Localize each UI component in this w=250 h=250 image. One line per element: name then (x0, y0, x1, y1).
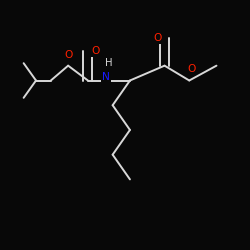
Text: O: O (64, 50, 72, 59)
Text: H: H (105, 58, 113, 68)
Text: O: O (188, 64, 196, 74)
Text: O: O (91, 46, 100, 56)
Text: N: N (102, 72, 110, 82)
Text: O: O (153, 34, 161, 43)
